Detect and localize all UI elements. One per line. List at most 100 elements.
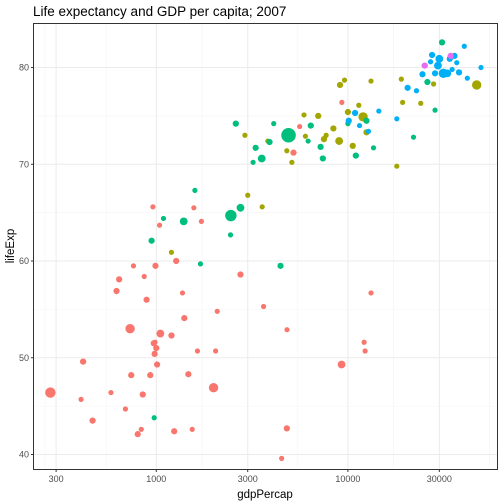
data-point-olive [330,125,337,132]
data-point-olive [418,100,424,106]
data-point-olive [323,132,329,138]
data-point-green [305,138,311,144]
data-point-red [189,426,195,432]
data-point-blue [351,109,359,117]
data-point-olive [335,137,344,145]
data-point-red [116,276,123,283]
data-point-green [257,154,266,163]
data-point-blue [427,59,434,65]
data-point-red [213,348,219,354]
x-tick-label: 1000 [146,474,166,484]
y-axis: 40 50 60 70 80 [19,63,34,459]
data-point-green [317,143,324,150]
data-point-red [168,332,175,339]
data-point-red [181,314,188,322]
data-point-olive [341,77,348,83]
data-point-red [362,348,368,354]
data-point-olive [400,99,406,105]
data-point-olive [398,76,404,82]
data-point-blue [419,71,426,78]
data-point-olive [242,132,248,138]
data-point-magenta [421,62,428,69]
data-point-red [147,372,154,379]
data-point-red [283,425,290,432]
data-point-olive [349,142,356,150]
y-tick-label: 50 [19,353,29,363]
grid-major [34,24,497,469]
data-point-blue [464,75,470,81]
x-tick-label: 30000 [427,474,452,484]
grid-minor [34,24,497,469]
data-point-green [352,152,359,159]
data-point-green [424,78,431,86]
data-point-blue [478,64,484,71]
data-point-red [214,308,220,314]
data-point-green [271,121,277,127]
data-point-red [128,372,135,379]
data-point-red [152,262,159,269]
data-point-red [122,406,129,412]
data-point-green [148,237,155,244]
data-point-blue [394,116,400,122]
data-point-green [319,155,326,162]
data-point-green [307,122,314,129]
data-point-red [138,426,144,432]
data-point-green [266,138,273,146]
x-tick-label: 300 [49,474,64,484]
y-tick-label: 70 [19,159,29,169]
data-point-green [225,209,237,222]
data-point-red [284,327,290,333]
data-point-red [89,417,96,424]
x-axis-title: gdpPercap [237,489,293,501]
data-point-red [173,257,180,265]
data-point-red [139,391,146,398]
data-point-red [141,273,147,280]
data-point-green [410,134,417,140]
data-point-green [232,120,239,127]
data-point-red [156,222,163,228]
data-point-red [297,123,303,130]
data-point-red [45,387,56,398]
data-point-red [260,303,267,310]
data-point-red [154,361,161,368]
data-point-red [171,428,178,435]
data-point-red [153,344,160,352]
data-point-red [337,360,346,369]
chart-title: Life expectancy and GDP per capita; 2007 [33,4,286,19]
data-point-red [279,455,285,461]
data-point-magenta [447,52,454,60]
y-tick-label: 40 [19,449,29,459]
data-point-red [361,339,367,345]
data-point-red [150,340,157,347]
data-point-blue [356,122,363,129]
data-point-green [160,215,167,222]
data-point-red [130,263,137,269]
data-point-red [78,396,84,402]
y-axis-title: lifeExp [5,229,17,264]
x-axis: 300 1000 3000 10000 30000 [49,469,452,484]
data-point-green [277,262,284,269]
data-point-green [432,107,438,113]
data-point-red [339,99,345,105]
data-point-olive [245,192,251,198]
data-point-olive [356,102,362,108]
data-point-olive [284,148,290,154]
data-point-olive [302,133,308,139]
data-point-blue [431,70,439,77]
data-point-blue [404,84,411,91]
data-point-blue [365,128,372,134]
data-point-green [192,187,198,193]
data-point-red [79,358,87,365]
data-points [45,39,484,461]
data-point-blue [434,61,442,70]
data-point-green [227,232,234,238]
data-point-red [237,271,244,278]
data-point-blue [443,69,452,78]
data-point-olive [472,80,482,90]
y-tick-label: 80 [19,63,29,73]
data-point-blue [413,88,420,94]
data-point-olive [259,204,265,210]
data-point-red [194,348,201,354]
data-point-olive [315,112,322,120]
